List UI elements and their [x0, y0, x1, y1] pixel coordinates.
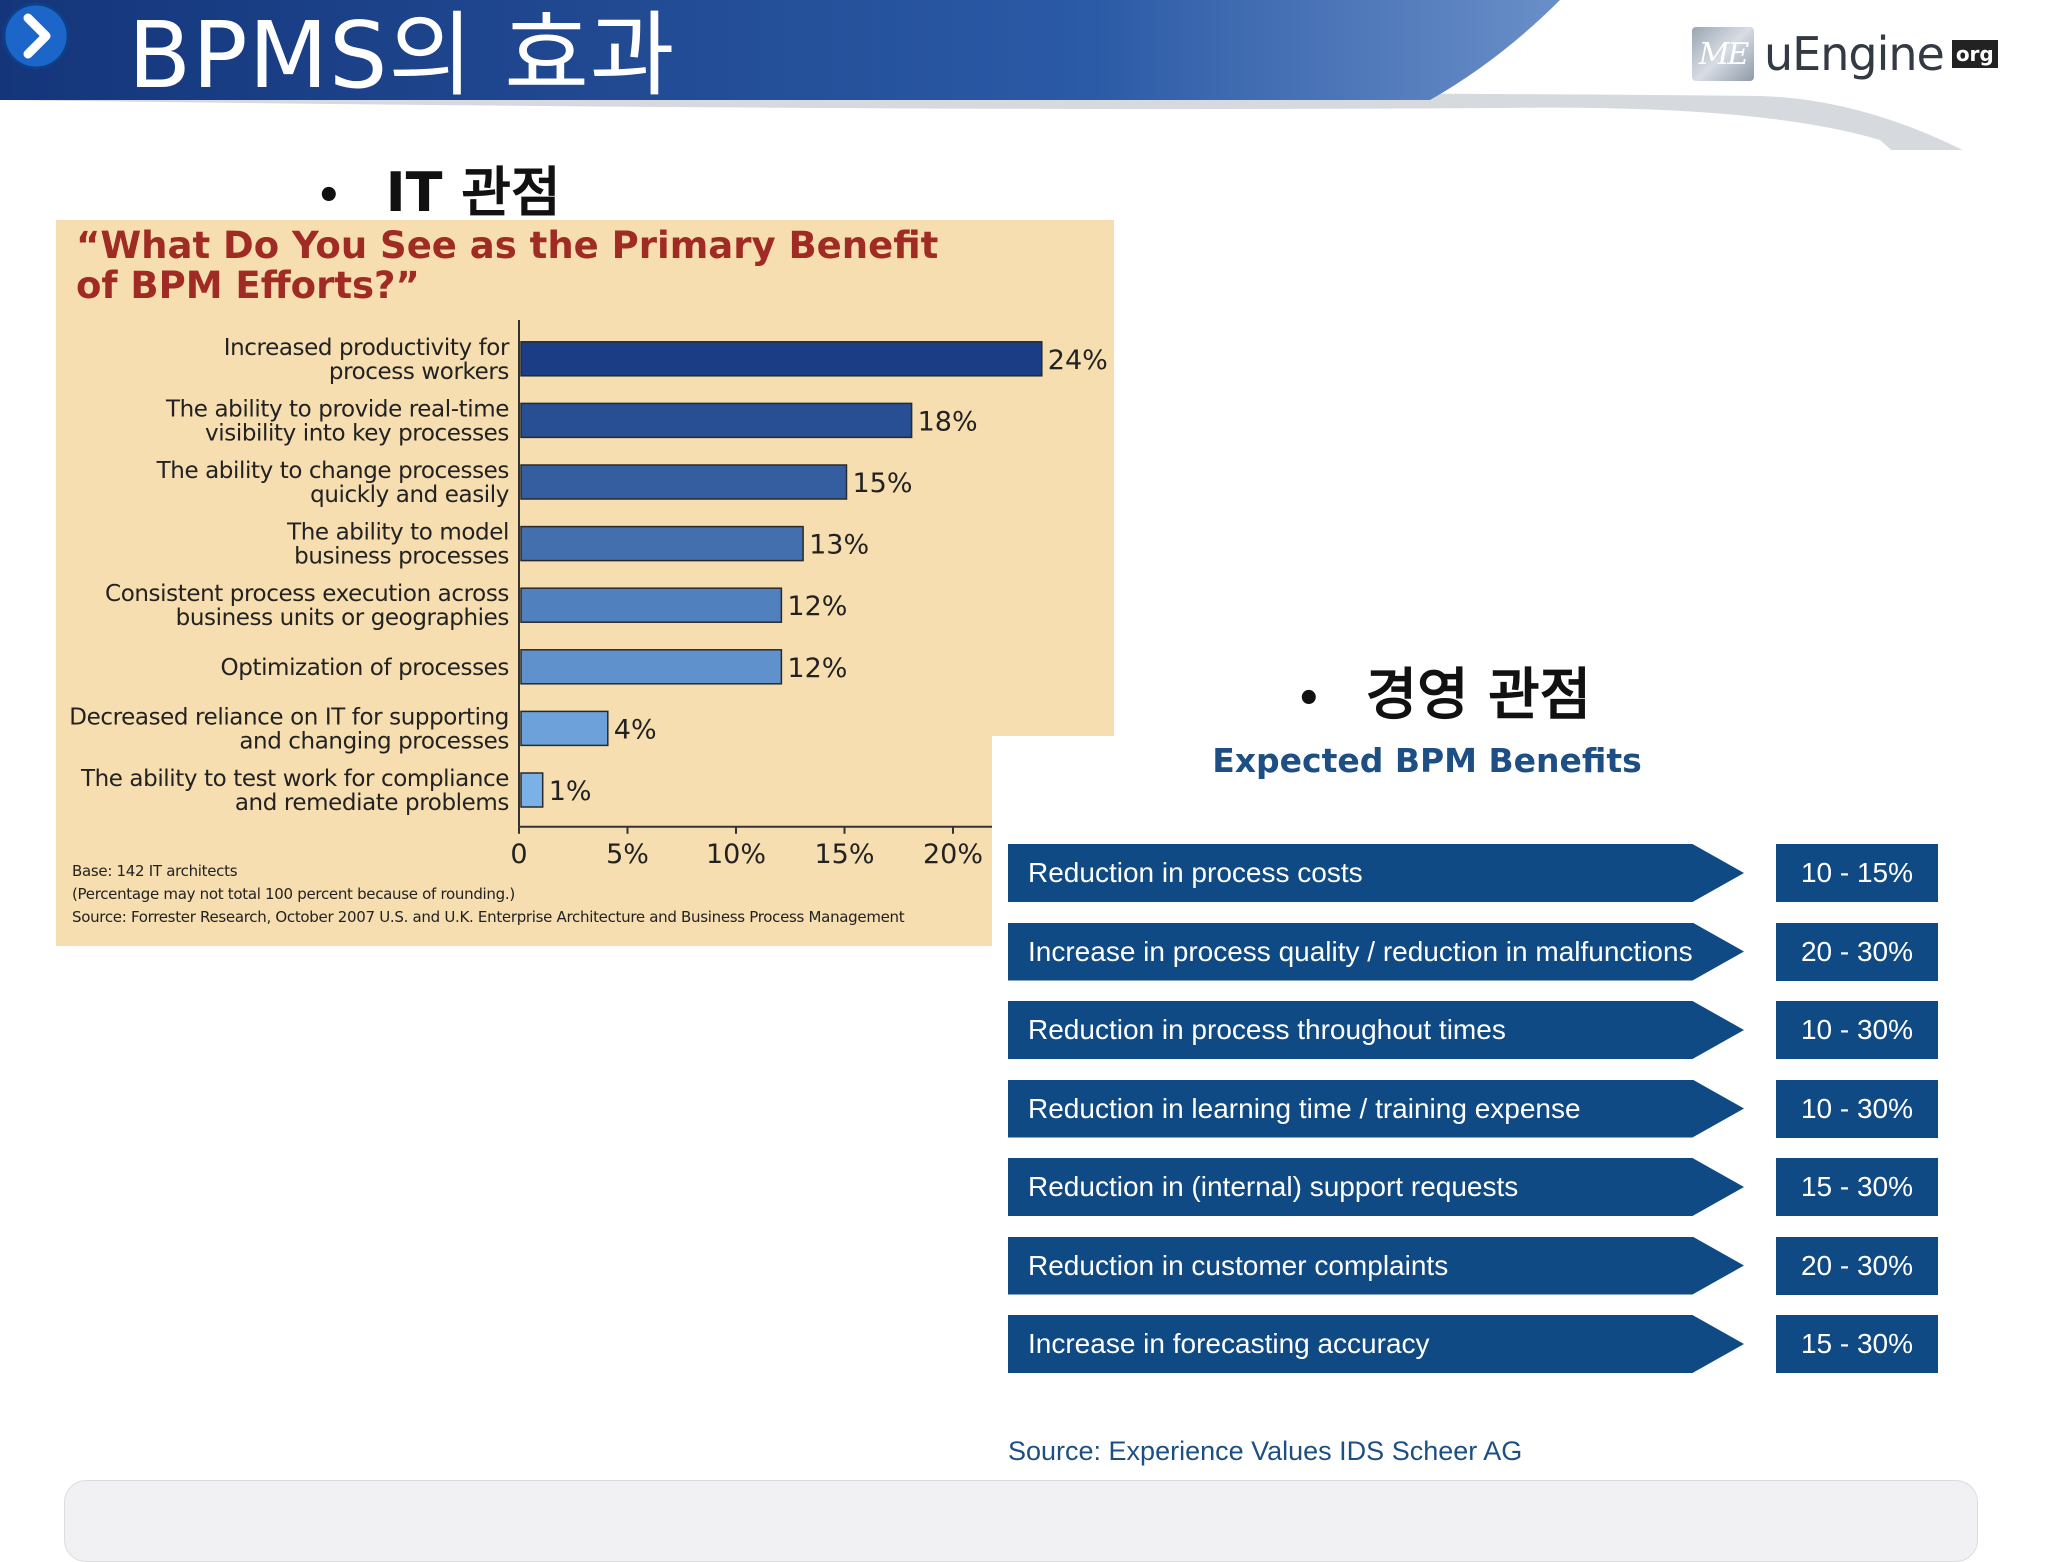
benefits-source: Source: Experience Values IDS Scheer AG	[1008, 1436, 1523, 1466]
category-label: Increased productivity for	[224, 335, 510, 361]
bar-value-label: 12%	[787, 653, 847, 684]
benefit-range: 15 - 30%	[1776, 1158, 1938, 1216]
bar	[520, 587, 783, 623]
benefit-arrow: Reduction in process throughout times	[1008, 1001, 1744, 1059]
benefit-label: Reduction in learning time / training ex…	[1028, 1092, 1581, 1124]
benefit-range: 20 - 30%	[1776, 1236, 1938, 1295]
benefit-arrow: Reduction in customer complaints	[1008, 1236, 1744, 1295]
category-label: and remediate problems	[235, 790, 509, 816]
bar-value-label: 15%	[853, 468, 913, 499]
chart-note-base: Base: 142 IT architects	[72, 862, 238, 880]
bar	[520, 341, 1043, 377]
expected-benefits-panel: Expected BPM Benefits Reduction in proce…	[992, 736, 1992, 1476]
benefit-arrow: Reduction in (internal) support requests	[1008, 1158, 1744, 1216]
x-tick-label: 20%	[923, 839, 983, 870]
x-tick-label: 0	[510, 839, 527, 870]
section-mgmt-heading: • 경영 관점	[1296, 650, 1591, 731]
bar-value-label: 18%	[918, 406, 978, 437]
benefit-arrow: Increase in forecasting accuracy	[1008, 1315, 1744, 1373]
chevron-right-icon	[2, 2, 70, 70]
it-benefit-chart-panel: “What Do You See as the Primary Benefit …	[56, 220, 1114, 946]
bar	[520, 525, 804, 562]
benefit-range: 10 - 15%	[1776, 844, 1938, 902]
logo-mark: ME	[1692, 27, 1754, 81]
benefit-range: 10 - 30%	[1776, 1079, 1938, 1138]
chart-title: “What Do You See as the Primary Benefit …	[76, 224, 939, 307]
benefit-arrow: Reduction in process costs	[1008, 844, 1744, 902]
section-mgmt-label: 경영 관점	[1365, 663, 1592, 728]
logo-suffix: org	[1951, 40, 1998, 68]
benefit-arrow: Increase in process quality / reduction …	[1008, 922, 1744, 981]
bar	[520, 402, 913, 439]
bar-value-label: 13%	[809, 530, 869, 561]
category-label: The ability to test work for compliance	[80, 766, 509, 792]
benefit-range: 15 - 30%	[1776, 1315, 1938, 1373]
uengine-logo: ME uEngine org	[1692, 24, 1998, 84]
bar-value-label: 12%	[787, 591, 847, 622]
benefit-range: 20 - 30%	[1776, 922, 1938, 981]
bar	[520, 464, 848, 500]
benefit-label: Reduction in customer complaints	[1028, 1249, 1449, 1281]
benefits-title: Expected BPM Benefits	[1212, 741, 1642, 780]
category-label: quickly and easily	[310, 482, 509, 508]
section-it-heading: • IT 관점	[316, 148, 561, 227]
chart-note-source: Source: Forrester Research, October 2007…	[72, 908, 905, 926]
category-label: process workers	[329, 359, 509, 385]
benefit-arrow: Reduction in learning time / training ex…	[1008, 1079, 1744, 1138]
category-label: Consistent process execution across	[105, 581, 509, 607]
chart-notes: Base: 142 IT architects (Percentage may …	[72, 860, 905, 929]
slide-title: BPMS의 효과	[128, 2, 676, 109]
x-tick-label: 15%	[814, 839, 874, 870]
category-label: Optimization of processes	[221, 655, 509, 681]
bar-value-label: 24%	[1048, 345, 1108, 376]
bar-value-label: 4%	[614, 714, 657, 745]
category-label: The ability to change processes	[156, 458, 509, 484]
benefit-range: 10 - 30%	[1776, 1001, 1938, 1059]
category-label: business units or geographies	[176, 605, 509, 631]
chart-note-rounding: (Percentage may not total 100 percent be…	[72, 885, 515, 903]
benefit-label: Increase in process quality / reduction …	[1028, 935, 1693, 967]
x-tick-label: 10%	[706, 839, 766, 870]
x-tick-label: 5%	[606, 839, 649, 870]
bullet-dot: •	[316, 173, 342, 220]
category-label: The ability to provide real-time	[165, 396, 509, 422]
bar-value-label: 1%	[549, 776, 592, 807]
benefit-label: Increase in forecasting accuracy	[1028, 1328, 1430, 1359]
benefit-label: Reduction in process throughout times	[1028, 1014, 1506, 1045]
benefit-label: Reduction in process costs	[1028, 857, 1363, 888]
bar	[520, 649, 783, 685]
benefit-label: Reduction in (internal) support requests	[1028, 1171, 1519, 1202]
section-it-label: IT 관점	[385, 161, 561, 224]
bar	[520, 710, 609, 747]
bullet-dot: •	[1296, 675, 1322, 722]
category-label: Decreased reliance on IT for supporting	[69, 704, 509, 730]
category-label: The ability to model	[286, 520, 509, 546]
slide-header: BPMS의 효과 ME uEngine org	[0, 0, 2048, 150]
bar	[520, 772, 544, 808]
logo-name: uEngine	[1764, 27, 1945, 81]
category-label: and changing processes	[239, 728, 509, 754]
category-label: visibility into key processes	[205, 420, 509, 446]
category-label: business processes	[294, 544, 509, 570]
header-band	[0, 0, 1963, 150]
footer-bar	[64, 1480, 1978, 1562]
